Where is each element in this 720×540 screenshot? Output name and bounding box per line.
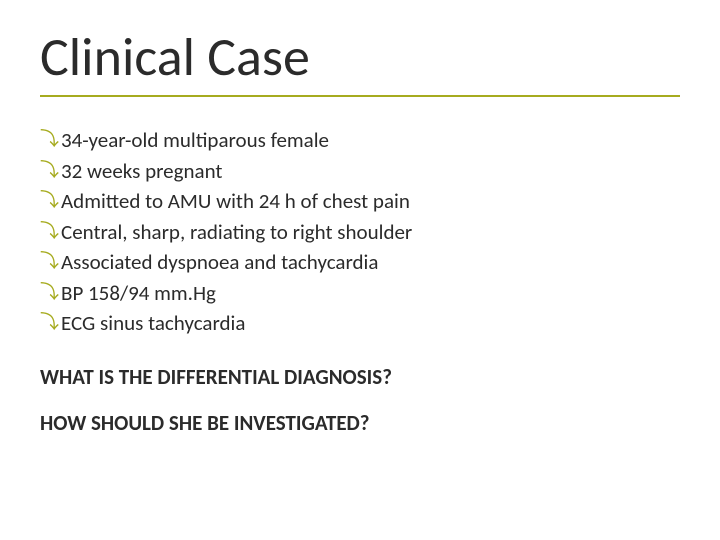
list-item: ⤵Admitted to AMU with 24 h of chest pain [40, 186, 680, 216]
list-item: ⤵34-year-old multiparous female [40, 125, 680, 155]
bullet-icon: ⤵ [40, 278, 59, 307]
bullet-text: 34-year-old multiparous female [61, 125, 329, 155]
bullet-text: ECG sinus tachycardia [61, 308, 245, 338]
title-underline [40, 95, 680, 97]
bullet-icon: ⤵ [40, 308, 59, 337]
bullet-text: Associated dyspnoea and tachycardia [61, 247, 378, 277]
slide-title: Clinical Case [40, 28, 680, 87]
list-item: ⤵Associated dyspnoea and tachycardia [40, 247, 680, 277]
bullet-text: 32 weeks pregnant [61, 156, 222, 186]
bullet-text: Central, sharp, radiating to right shoul… [61, 217, 412, 247]
bullet-icon: ⤵ [40, 186, 59, 215]
bullet-list: ⤵34-year-old multiparous female ⤵32 week… [40, 125, 680, 338]
bullet-text: BP 158/94 mm.Hg [61, 278, 216, 308]
slide: Clinical Case ⤵34-year-old multiparous f… [0, 0, 720, 540]
bullet-icon: ⤵ [40, 217, 59, 246]
list-item: ⤵BP 158/94 mm.Hg [40, 278, 680, 308]
bullet-icon: ⤵ [40, 125, 59, 154]
question-1: WHAT IS THE DIFFERENTIAL DIAGNOSIS? [40, 364, 680, 390]
question-2: HOW SHOULD SHE BE INVESTIGATED? [40, 410, 680, 436]
list-item: ⤵32 weeks pregnant [40, 156, 680, 186]
list-item: ⤵ECG sinus tachycardia [40, 308, 680, 338]
bullet-icon: ⤵ [40, 247, 59, 276]
bullet-icon: ⤵ [40, 156, 59, 185]
list-item: ⤵Central, sharp, radiating to right shou… [40, 217, 680, 247]
bullet-text: Admitted to AMU with 24 h of chest pain [61, 186, 410, 216]
